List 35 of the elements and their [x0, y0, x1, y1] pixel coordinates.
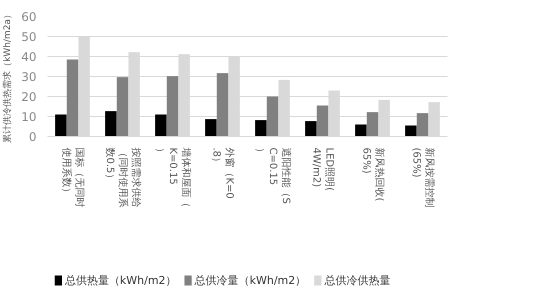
y-tick-label: 10 — [21, 110, 37, 124]
bar — [366, 112, 378, 136]
bar — [166, 76, 178, 136]
bar — [116, 77, 128, 136]
bar — [216, 73, 228, 136]
bar — [66, 60, 78, 136]
bar — [105, 111, 117, 136]
bar — [416, 113, 428, 136]
bar — [355, 124, 367, 136]
legend-label: 总供热量（kWh/m2） — [64, 274, 177, 287]
y-tick-label: 50 — [21, 30, 37, 44]
bar — [255, 120, 267, 136]
x-tick-label: 墙体和屋面（K=0.15） — [154, 146, 192, 208]
y-tick-label: 30 — [21, 70, 37, 84]
y-tick-label: 20 — [21, 90, 37, 104]
x-tick-label: 新风按需控制(65%) — [410, 148, 436, 208]
y-axis-title: 累计供冷供热需求（kWh/m2a） — [2, 10, 14, 143]
x-tick-label: 按照需求供给（同时使用系数0.5） — [104, 148, 142, 208]
bar — [305, 121, 317, 136]
bar — [205, 119, 217, 136]
y-tick-label: 0 — [28, 130, 37, 144]
legend-label: 总供冷供热量 — [323, 274, 390, 287]
legend-label: 总供冷量（kWh/m2） — [194, 274, 306, 287]
x-tick-label: 遮阳性能（SC=0.15） — [254, 148, 292, 204]
bar — [155, 114, 167, 136]
x-tick-label: 国标（无同时使用系数） — [60, 148, 86, 208]
bar — [316, 106, 328, 136]
x-tick-label: 外窗（K=0.8） — [210, 148, 236, 199]
bar — [405, 126, 417, 136]
bar — [266, 96, 278, 136]
y-tick-label: 60 — [21, 10, 37, 24]
y-tick-label: 40 — [21, 50, 37, 64]
x-tick-label: 新风热回收(65%) — [360, 148, 386, 202]
bar — [55, 114, 67, 136]
x-tick-label: LED照明(4W/m2) — [310, 148, 335, 192]
